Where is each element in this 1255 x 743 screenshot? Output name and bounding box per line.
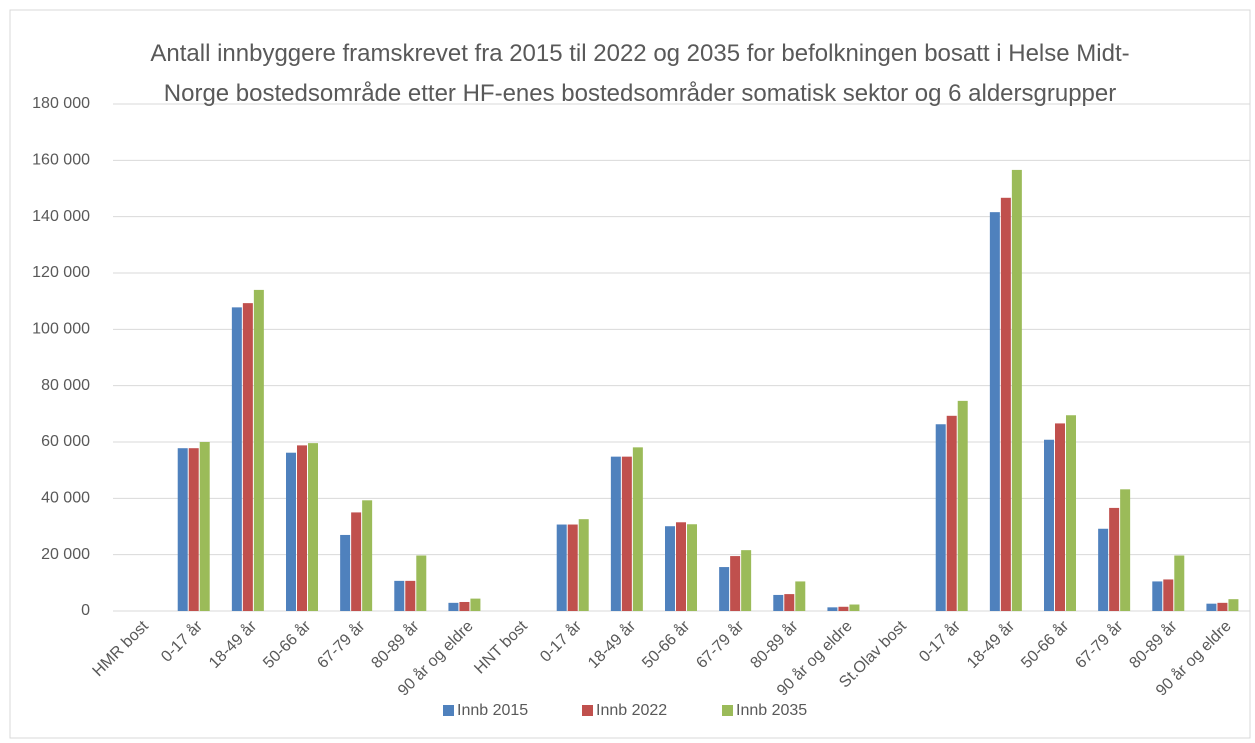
chart-border [9,9,1251,739]
bar [199,442,210,611]
bar [621,456,632,611]
bar [340,534,351,611]
bar [231,307,242,611]
bar [351,512,362,611]
bar [838,606,849,611]
bar [1120,489,1131,611]
y-tick-label: 100 000 [32,321,90,338]
bar [1055,423,1065,611]
y-tick-label: 60 000 [41,433,90,450]
bar [935,424,946,611]
bar [556,524,567,611]
bar [1098,528,1109,611]
bar [470,598,481,611]
y-tick-label: 80 000 [41,377,90,394]
bar [676,522,686,611]
bar [632,447,643,611]
bar [253,289,264,611]
y-tick-label: 140 000 [32,208,90,225]
bar [1163,579,1174,611]
bar [946,415,957,611]
y-tick-label: 0 [81,602,90,619]
bar [989,212,1000,611]
bar [1174,555,1185,611]
bar [719,567,730,611]
bar [730,556,741,611]
bar [405,580,416,611]
bar [448,602,459,611]
bar [578,519,589,611]
bar [297,445,307,611]
bar [1044,439,1054,611]
bar [1228,599,1239,611]
bar [1206,603,1217,611]
legend-swatch [582,705,593,716]
bar [459,601,470,611]
bar [687,524,697,611]
bar [1066,415,1076,611]
legend-label: Innb 2015 [457,702,528,719]
bar [286,452,296,611]
bar [1000,197,1011,612]
y-tick-label: 120 000 [32,264,90,281]
bar [567,524,578,611]
bar [827,607,838,611]
bar [849,604,860,611]
bar [242,303,253,611]
bar [1011,169,1022,611]
legend-swatch [722,705,733,716]
y-tick-label: 180 000 [32,95,90,112]
bar [177,448,188,611]
bar [795,581,806,611]
bar [394,580,405,611]
chart-title: Antall innbyggere framskrevet fra 2015 t… [150,40,1130,107]
bar [188,448,199,611]
bar [1152,581,1163,611]
bar [957,400,968,611]
bar [784,594,795,611]
bar [610,456,621,611]
bar [773,594,784,611]
legend-label: Innb 2035 [736,702,807,719]
y-tick-label: 20 000 [41,546,90,563]
bar [1109,507,1120,611]
y-tick-label: 40 000 [41,490,90,507]
bar [416,555,427,611]
legend-label: Innb 2022 [596,702,667,719]
bar [362,500,373,611]
legend-swatch [443,705,454,716]
bar [665,526,675,611]
y-tick-label: 160 000 [32,152,90,169]
bar [741,550,752,611]
bar [1217,602,1228,611]
bar [308,443,318,611]
